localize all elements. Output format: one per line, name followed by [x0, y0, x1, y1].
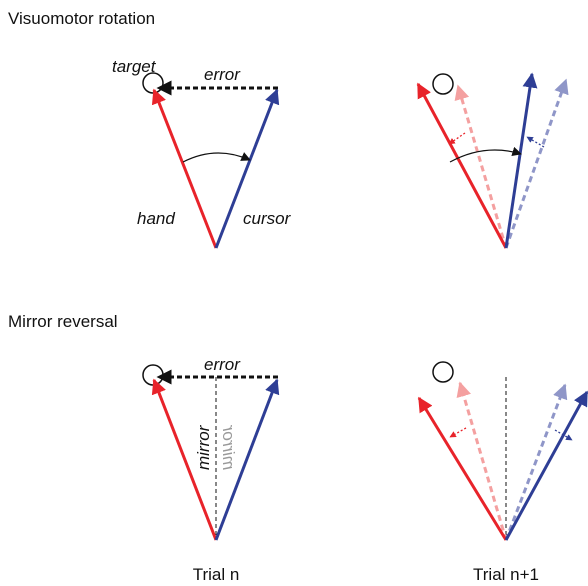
section-title: Mirror reversal: [8, 312, 118, 331]
label: mirror: [219, 424, 238, 470]
panel: [142, 364, 280, 541]
section-title: Visuomotor rotation: [8, 9, 155, 28]
label: mirror: [194, 424, 213, 470]
label: target: [112, 57, 157, 76]
column-label: Trial n+1: [473, 565, 539, 584]
label: hand: [137, 209, 175, 228]
label: cursor: [243, 209, 292, 228]
column-label: Trial n: [193, 565, 240, 584]
label: error: [204, 355, 241, 374]
panel: [142, 72, 280, 249]
panel: [416, 72, 569, 249]
panel: [417, 361, 588, 541]
label: error: [204, 65, 241, 84]
